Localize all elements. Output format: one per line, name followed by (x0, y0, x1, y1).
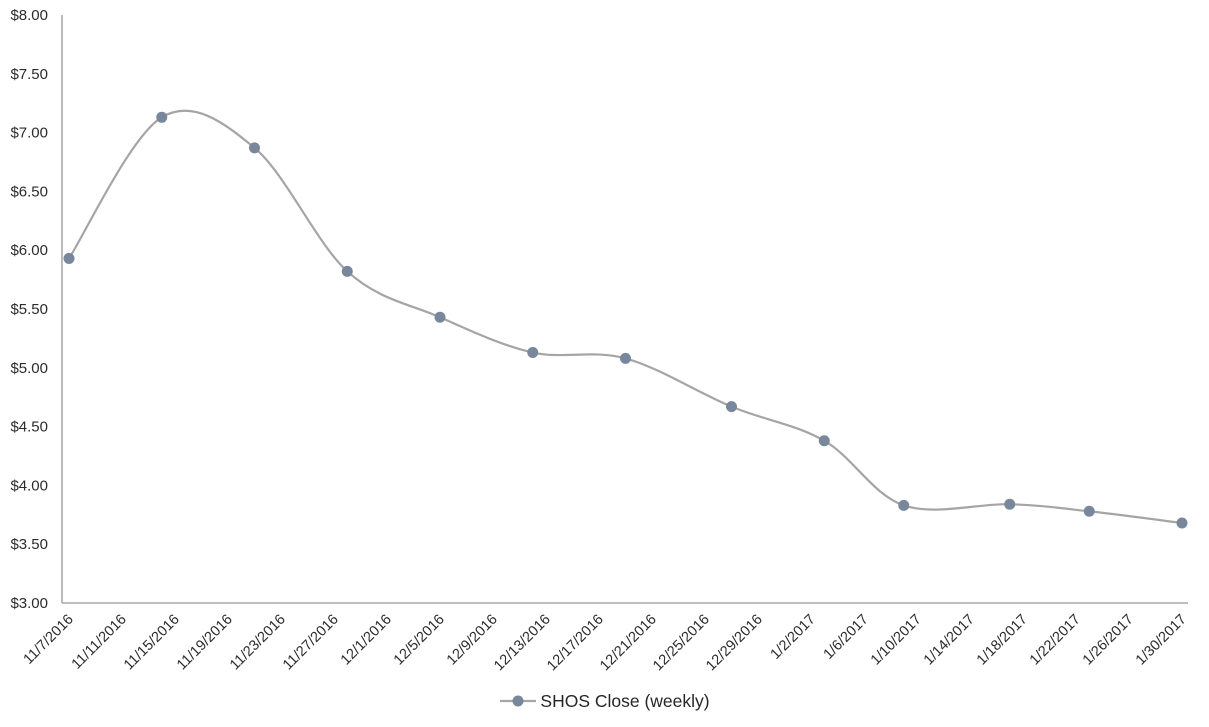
y-axis-tick-label: $5.00 (10, 360, 48, 377)
data-point-marker (818, 435, 830, 447)
x-axis-tick-label: 12/21/2016 (597, 612, 660, 675)
y-axis-tick-label: $5.50 (10, 301, 48, 318)
data-point-marker (63, 252, 75, 264)
data-point-marker (1176, 517, 1188, 529)
x-axis-tick-label: 11/7/2016 (21, 612, 77, 668)
y-axis-tick-label: $4.00 (10, 477, 48, 494)
data-point-marker (434, 311, 446, 323)
x-axis-tick-label: 12/1/2016 (338, 612, 395, 669)
data-point-marker (620, 352, 631, 364)
data-point-marker (156, 111, 168, 123)
data-point-marker (341, 265, 353, 277)
legend: SHOS Close (weekly) (0, 687, 1209, 715)
data-point-marker (1083, 505, 1095, 517)
x-axis-tick-label: 12/25/2016 (650, 612, 713, 675)
y-axis-tick-label: $7.00 (10, 125, 48, 142)
x-axis-tick-label: 1/14/2017 (921, 612, 978, 669)
y-axis-tick-label: $6.00 (10, 242, 48, 259)
x-axis-tick-label: 1/26/2017 (1080, 612, 1137, 669)
x-axis-tick-label: 11/11/2016 (69, 612, 130, 673)
y-axis-tick-label: $6.50 (10, 183, 48, 200)
x-axis-tick-label: 1/2/2017 (768, 612, 819, 663)
data-point-marker (898, 499, 910, 511)
y-axis-tick-label: $7.50 (10, 66, 48, 83)
x-axis-tick-label: 11/27/2016 (280, 612, 342, 674)
x-axis-tick-label: 11/23/2016 (227, 612, 289, 674)
plot-area: $8.00 $7.50 $7.00 $6.50 $6.00 $5.50 $5.00 $4.50… (10, 7, 1190, 675)
x-axis-tick-label: 11/19/2016 (174, 612, 236, 674)
data-point-marker (1004, 498, 1016, 510)
x-axis-tick-label: 1/6/2017 (821, 612, 872, 663)
legend-line-marker-icon (500, 695, 537, 707)
x-axis-tick-label: 12/13/2016 (491, 612, 554, 675)
x-axis-tick-label: 1/10/2017 (868, 612, 925, 669)
legend-label: SHOS Close (weekly) (540, 690, 710, 711)
y-axis-tick-label: $3.00 (10, 595, 48, 612)
x-axis-tick-label: 12/5/2016 (391, 612, 448, 669)
x-axis-tick-label: 1/18/2017 (974, 612, 1031, 669)
y-axis-tick-label: $4.50 (10, 419, 48, 436)
y-axis-tick-label: $3.50 (10, 536, 48, 553)
x-axis-tick-label: 1/30/2017 (1133, 612, 1190, 669)
x-axis-tick-label: 12/29/2016 (703, 612, 766, 675)
data-point-marker (726, 401, 737, 413)
x-axis-tick-label: 12/9/2016 (444, 612, 501, 669)
x-axis-tick-label: 11/15/2016 (121, 612, 183, 674)
series-line (67, 109, 1184, 525)
x-axis-tick-label: 12/17/2016 (544, 612, 607, 675)
data-point-marker (527, 347, 539, 359)
x-axis-tick-label: 1/22/2017 (1027, 612, 1084, 669)
data-point-marker (249, 142, 260, 154)
y-axis-tick-label: $8.00 (10, 7, 48, 24)
